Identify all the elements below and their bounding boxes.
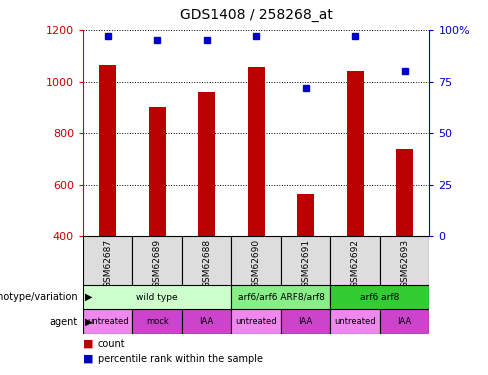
Bar [198, 92, 215, 236]
Bar [148, 107, 166, 236]
Text: GSM62692: GSM62692 [351, 239, 360, 288]
Bar [99, 65, 116, 236]
Text: ■: ■ [83, 339, 94, 349]
Text: IAA: IAA [299, 317, 313, 326]
Bar [132, 309, 182, 334]
Text: IAA: IAA [398, 317, 412, 326]
Bar [83, 236, 132, 285]
Text: agent: agent [50, 316, 78, 327]
Bar [281, 236, 330, 285]
Text: ▶: ▶ [85, 316, 93, 327]
Text: GSM62690: GSM62690 [252, 239, 261, 288]
Bar [346, 71, 364, 236]
Text: arf6/arf6 ARF8/arf8: arf6/arf6 ARF8/arf8 [238, 292, 325, 302]
Bar [330, 236, 380, 285]
Text: GSM62688: GSM62688 [202, 239, 211, 288]
Bar [281, 309, 330, 334]
Text: IAA: IAA [200, 317, 214, 326]
Bar [132, 236, 182, 285]
Bar [231, 285, 330, 309]
Text: untreated: untreated [235, 317, 277, 326]
Bar [231, 236, 281, 285]
Bar [380, 236, 429, 285]
Text: GDS1408 / 258268_at: GDS1408 / 258268_at [180, 9, 333, 22]
Text: count: count [98, 339, 125, 349]
Bar [396, 148, 413, 236]
Text: genotype/variation: genotype/variation [0, 292, 78, 302]
Text: untreated: untreated [334, 317, 376, 326]
Bar [231, 309, 281, 334]
Bar [330, 309, 380, 334]
Text: wild type: wild type [136, 292, 178, 302]
Text: ■: ■ [83, 354, 94, 364]
Text: arf6 arf8: arf6 arf8 [360, 292, 400, 302]
Text: untreated: untreated [87, 317, 128, 326]
Text: GSM62691: GSM62691 [301, 239, 310, 288]
Bar [247, 68, 265, 236]
Bar [330, 285, 429, 309]
Bar [83, 309, 132, 334]
Text: GSM62687: GSM62687 [103, 239, 112, 288]
Text: percentile rank within the sample: percentile rank within the sample [98, 354, 263, 364]
Text: GSM62693: GSM62693 [400, 239, 409, 288]
Bar [182, 236, 231, 285]
Bar [83, 285, 231, 309]
Bar [182, 309, 231, 334]
Bar [297, 194, 314, 236]
Bar [380, 309, 429, 334]
Text: ▶: ▶ [85, 292, 93, 302]
Text: mock: mock [146, 317, 168, 326]
Text: GSM62689: GSM62689 [153, 239, 162, 288]
